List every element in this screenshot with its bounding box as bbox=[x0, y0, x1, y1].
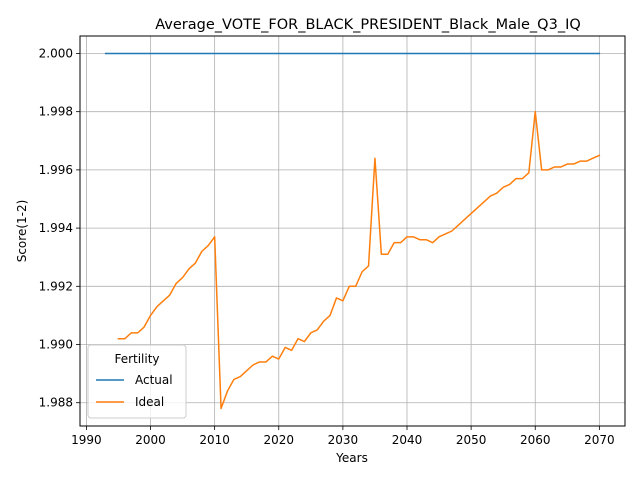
plot-lines bbox=[104, 52, 601, 410]
x-axis-label: Years bbox=[335, 451, 368, 465]
x-tick-label: 2040 bbox=[392, 433, 423, 447]
y-tick-label: 1.990 bbox=[39, 338, 73, 352]
series-line-ideal bbox=[117, 110, 601, 410]
y-tick-label: 1.996 bbox=[39, 163, 73, 177]
plot-frame bbox=[79, 35, 626, 427]
legend: Fertility Actual Ideal bbox=[87, 344, 187, 419]
x-tick-label: 2050 bbox=[456, 433, 487, 447]
x-tick-label: 2070 bbox=[584, 433, 615, 447]
y-tick-label: 1.992 bbox=[39, 279, 73, 293]
y-tick-label: 1.994 bbox=[39, 221, 73, 235]
x-tick-label: 2020 bbox=[263, 433, 294, 447]
y-axis-label: Score(1-2) bbox=[15, 200, 29, 263]
x-tick-label: 2010 bbox=[199, 433, 230, 447]
x-tick-label: 2000 bbox=[135, 433, 166, 447]
y-tick-label: 1.998 bbox=[39, 105, 73, 119]
x-axis: 1990 2000 2010 2020 2030 2040 2050 2060 2070 bbox=[71, 426, 615, 447]
y-axis: 1.988 1.990 1.992 1.994 1.996 1.998 2.000 bbox=[39, 46, 80, 410]
y-tick-label: 1.988 bbox=[39, 396, 73, 410]
legend-label-ideal: Ideal bbox=[135, 395, 164, 409]
x-tick-label: 2030 bbox=[328, 433, 359, 447]
x-tick-label: 1990 bbox=[71, 433, 102, 447]
grid bbox=[80, 36, 625, 426]
legend-label-actual: Actual bbox=[135, 373, 173, 387]
legend-title: Fertility bbox=[114, 352, 159, 366]
y-tick-label: 2.000 bbox=[39, 46, 73, 60]
chart-title: Average_VOTE_FOR_BLACK_PRESIDENT_Black_M… bbox=[155, 17, 581, 33]
x-tick-label: 2060 bbox=[520, 433, 551, 447]
legend-box bbox=[87, 344, 187, 419]
